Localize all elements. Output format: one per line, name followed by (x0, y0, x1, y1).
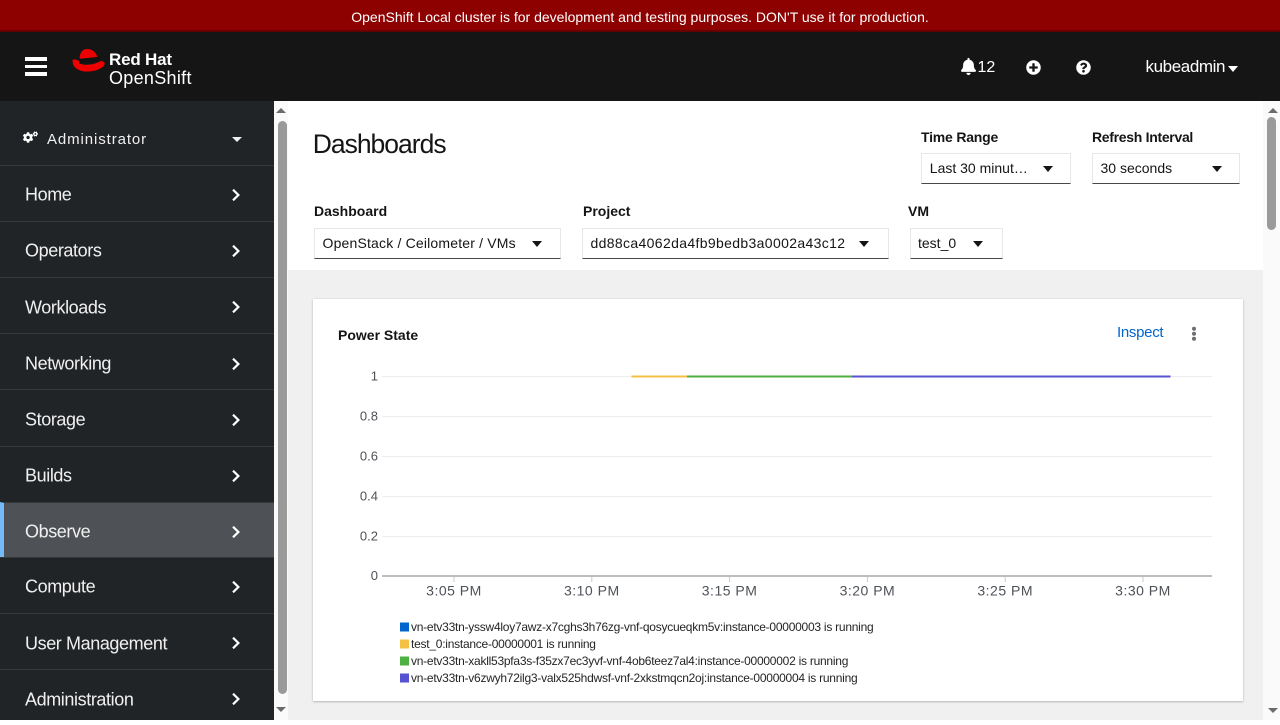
svg-text:3:10 PM: 3:10 PM (564, 583, 620, 599)
svg-text:3:30 PM: 3:30 PM (1115, 583, 1171, 599)
svg-text:0.6: 0.6 (360, 449, 378, 464)
svg-text:vn-etv33tn-yssw4loy7awz-x7cghs: vn-etv33tn-yssw4loy7awz-x7cghs3h76zg-vnf… (411, 620, 873, 634)
svg-text:3:15 PM: 3:15 PM (702, 583, 758, 599)
svg-text:vn-etv33tn-v6zwyh72ilg3-valx52: vn-etv33tn-v6zwyh72ilg3-valx525hdwsf-vnf… (411, 671, 857, 685)
svg-text:0: 0 (371, 568, 378, 583)
svg-text:0.4: 0.4 (360, 488, 378, 503)
svg-text:vn-etv33tn-xakll53pfa3s-f35zx7: vn-etv33tn-xakll53pfa3s-f35zx7ec3yvf-vnf… (411, 654, 848, 668)
svg-text:test_0:instance-00000001 is ru: test_0:instance-00000001 is running (411, 637, 596, 651)
svg-text:0.8: 0.8 (360, 409, 378, 424)
svg-text:1: 1 (371, 369, 378, 384)
svg-text:3:25 PM: 3:25 PM (977, 583, 1033, 599)
svg-text:3:20 PM: 3:20 PM (840, 583, 896, 599)
svg-text:3:05 PM: 3:05 PM (426, 583, 482, 599)
svg-text:0.2: 0.2 (360, 528, 378, 543)
